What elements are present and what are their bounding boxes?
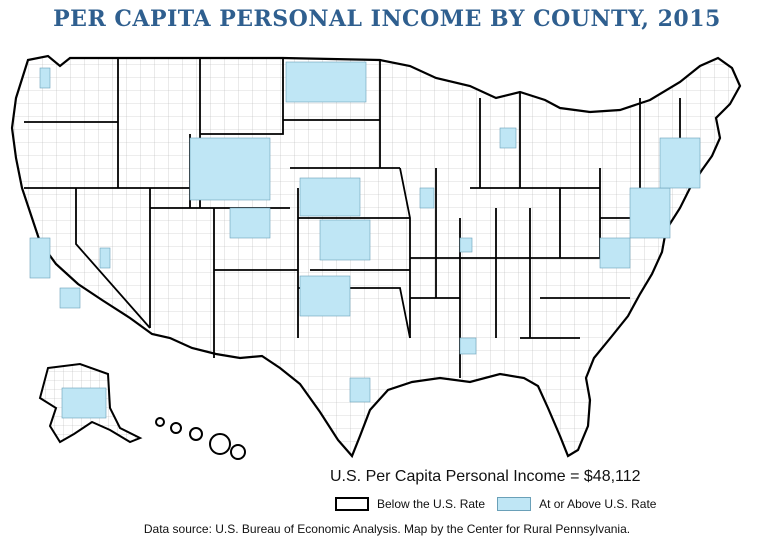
above-rate-counties	[29, 61, 701, 403]
alaska-inset	[38, 362, 143, 444]
data-source-caption: Data source: U.S. Bureau of Economic Ana…	[143, 522, 631, 536]
legend-item-below: Below the U.S. Rate	[335, 497, 485, 511]
contiguous-us	[10, 54, 742, 459]
national-income-label: U.S. Per Capita Personal Income = $48,11…	[330, 468, 641, 485]
legend-swatch-above	[497, 497, 532, 511]
map-legend: Below the U.S. Rate At or Above U.S. Rat…	[335, 494, 668, 514]
us-county-map	[0, 38, 774, 468]
legend-label-below: Below the U.S. Rate	[377, 497, 486, 511]
us-map-svg	[10, 54, 742, 460]
map-title: Per Capita Personal Income by County, 20…	[53, 6, 721, 32]
legend-swatch-below	[335, 497, 369, 511]
legend-label-above: At or Above U.S. Rate	[539, 497, 657, 511]
hawaii-inset	[155, 417, 246, 460]
contiguous-us-outline	[10, 54, 742, 459]
legend-item-above: At or Above U.S. Rate	[497, 497, 656, 511]
